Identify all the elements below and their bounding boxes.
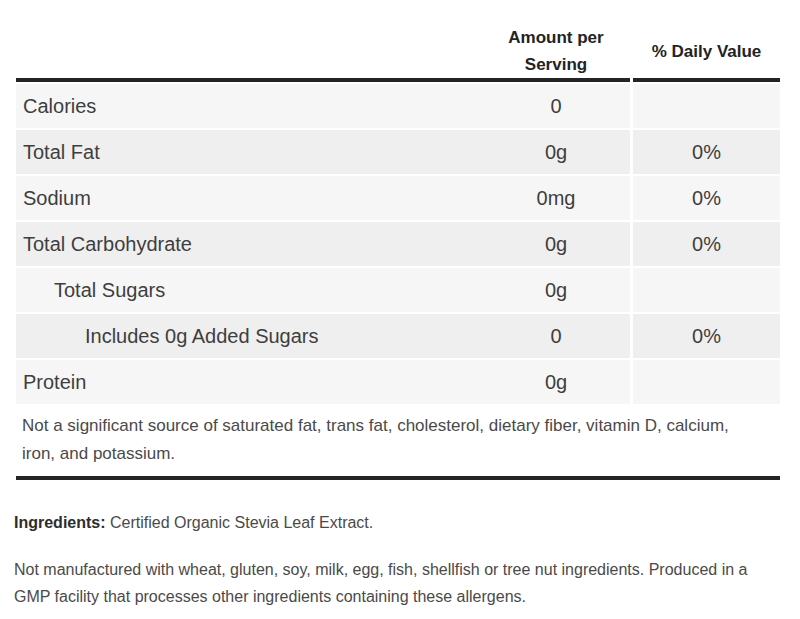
nutrient-daily-value [633, 360, 780, 404]
nutrient-label: Protein [16, 360, 482, 404]
nutrient-daily-value: 0% [633, 130, 780, 174]
nutrient-label: Total Fat [16, 130, 482, 174]
nutrition-facts-panel: Amount per Serving % Daily Value Calorie… [0, 24, 800, 619]
nutrient-amount: 0g [482, 222, 630, 266]
nutrient-daily-value [633, 268, 780, 312]
nutrient-amount: 0mg [482, 176, 630, 220]
nutrient-daily-value: 0% [633, 222, 780, 266]
ingredients-line: Ingredients: Certified Organic Stevia Le… [14, 512, 786, 534]
nutrition-grid: Amount per Serving % Daily Value Calorie… [16, 24, 780, 404]
nutrient-daily-value [633, 84, 780, 128]
nutrient-amount: 0g [482, 360, 630, 404]
nutrient-amount: 0g [482, 130, 630, 174]
nutrient-label: Total Carbohydrate [16, 222, 482, 266]
nutrient-amount: 0 [482, 314, 630, 358]
nutrition-table: Amount per Serving % Daily Value Calorie… [16, 24, 780, 480]
nutrient-label: Includes 0g Added Sugars [16, 314, 482, 358]
nutrient-label: Calories [16, 84, 482, 128]
nutrition-footnote: Not a significant source of saturated fa… [16, 406, 780, 480]
ingredients-text: Certified Organic Stevia Leaf Extract. [110, 514, 373, 531]
nutrient-label: Sodium [16, 176, 482, 220]
table-corner-spacer [16, 24, 482, 82]
amount-per-serving-header: Amount per Serving [482, 24, 630, 82]
nutrient-amount: 0 [482, 84, 630, 128]
ingredients-label: Ingredients: [14, 514, 106, 531]
nutrient-amount: 0g [482, 268, 630, 312]
nutrient-label: Total Sugars [16, 268, 482, 312]
allergen-statement: Not manufactured with wheat, gluten, soy… [14, 556, 788, 610]
nutrient-daily-value: 0% [633, 314, 780, 358]
nutrient-daily-value: 0% [633, 176, 780, 220]
daily-value-header: % Daily Value [633, 24, 780, 82]
